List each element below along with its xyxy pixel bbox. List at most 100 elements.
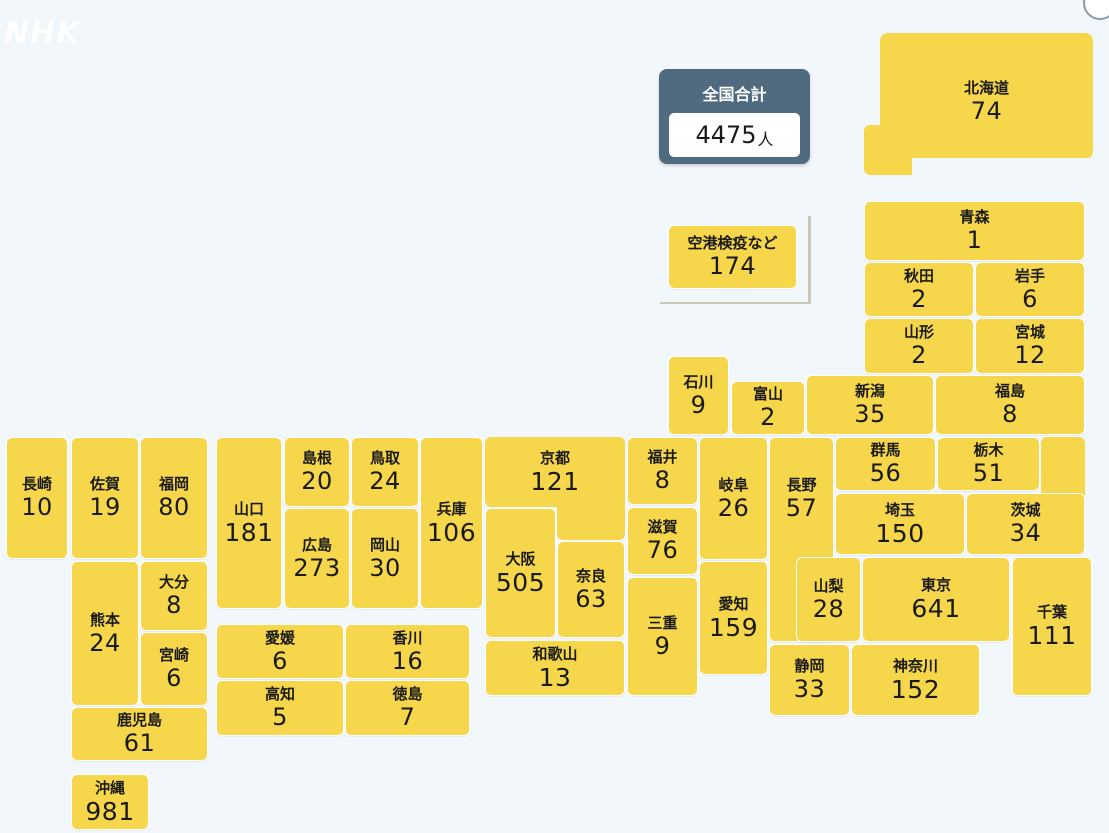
tile-tokyo[interactable]: 東京 641 (862, 557, 1010, 642)
tile-name: 大阪 (505, 549, 536, 568)
tile-name: 山梨 (813, 576, 844, 595)
tile-name: 長野 (786, 476, 817, 494)
tile-hokkaido-gap (912, 158, 1102, 188)
tile-fukuoka[interactable]: 福岡 80 (140, 437, 208, 559)
tile-name: 鳥取 (369, 449, 400, 467)
tile-name: 群馬 (870, 441, 901, 459)
tile-ishikawa[interactable]: 石川 9 (668, 356, 729, 435)
tile-saga[interactable]: 佐賀 19 (71, 437, 139, 559)
tile-name: 愛知 (718, 594, 749, 613)
tile-count: 35 (854, 400, 886, 428)
tile-count: 8 (166, 591, 182, 619)
tile-count: 74 (970, 97, 1003, 125)
national-total-label: 全国合計 (702, 85, 767, 104)
help-icon[interactable] (1083, 0, 1109, 20)
tile-name: 栃木 (973, 441, 1004, 459)
tile-chiba[interactable]: 千葉 111 (1012, 557, 1092, 696)
tile-hokkaido[interactable]: 北海道 74 (880, 33, 1093, 159)
tile-aomori[interactable]: 青森 1 (864, 201, 1085, 261)
tile-count: 7 (399, 703, 416, 731)
tile-name: 岐阜 (718, 475, 749, 494)
tile-mie[interactable]: 三重 9 (627, 577, 698, 696)
tile-okinawa[interactable]: 沖縄 981 (71, 774, 149, 830)
tile-name: 香川 (392, 628, 423, 647)
national-total-value: 4475 (695, 121, 757, 149)
tile-wakayama[interactable]: 和歌山 13 (485, 640, 625, 696)
tile-shiga[interactable]: 滋賀 76 (627, 507, 698, 575)
tile-ibaraki[interactable]: 茨城 34 (966, 493, 1085, 555)
tile-miyazaki[interactable]: 宮崎 6 (140, 632, 208, 706)
tile-count: 80 (158, 493, 190, 521)
tile-hyogo[interactable]: 兵庫 106 (420, 437, 483, 609)
tile-kyoto[interactable]: 京都 121 (485, 437, 625, 507)
tile-fukushima[interactable]: 福島 8 (935, 375, 1085, 435)
tile-nara[interactable]: 奈良 63 (557, 541, 625, 638)
tile-name: 埼玉 (884, 500, 915, 519)
tile-saitama[interactable]: 埼玉 150 (835, 493, 965, 555)
tile-shimane[interactable]: 島根 20 (284, 437, 350, 507)
tile-aichi[interactable]: 愛知 159 (699, 561, 768, 675)
tile-yamagata[interactable]: 山形 2 (864, 318, 974, 374)
tile-akita[interactable]: 秋田 2 (864, 262, 974, 317)
tile-osaka[interactable]: 大阪 505 (485, 508, 556, 638)
tile-name: 沖縄 (94, 778, 125, 797)
tile-miyagi[interactable]: 宮城 12 (975, 318, 1085, 374)
tile-count: 159 (708, 612, 759, 642)
tile-name: 空港検疫など (687, 234, 778, 252)
tile-shizuoka[interactable]: 静岡 33 (769, 644, 850, 716)
tile-name: 長崎 (21, 475, 52, 493)
tile-count: 56 (869, 459, 902, 487)
tile-name: 鹿児島 (116, 711, 162, 729)
tile-yamanashi[interactable]: 山梨 28 (796, 557, 861, 642)
tile-nagasaki[interactable]: 長崎 10 (6, 437, 68, 559)
tile-count: 24 (369, 467, 401, 495)
tile-name: 兵庫 (436, 499, 467, 518)
tile-count: 33 (793, 675, 826, 703)
tile-tokushima[interactable]: 徳島 7 (345, 680, 470, 736)
tile-niigata[interactable]: 新潟 35 (806, 375, 934, 435)
tile-okayama[interactable]: 岡山 30 (351, 508, 419, 609)
tile-name: 神奈川 (892, 656, 938, 675)
tile-name: 青森 (959, 208, 990, 226)
tile-name: 新潟 (854, 382, 885, 400)
tile-kagawa[interactable]: 香川 16 (345, 624, 470, 679)
tile-yamaguchi[interactable]: 山口 181 (216, 437, 282, 609)
tile-name: 大分 (158, 573, 189, 591)
tile-count: 26 (717, 493, 750, 522)
tile-name: 徳島 (392, 685, 423, 703)
tile-count: 10 (21, 493, 53, 521)
tile-name: 岩手 (1014, 266, 1045, 285)
tile-count: 981 (85, 796, 135, 826)
tile-kagoshima[interactable]: 鹿児島 61 (71, 707, 208, 761)
tile-gunma[interactable]: 群馬 56 (835, 437, 936, 491)
tile-kumamoto[interactable]: 熊本 24 (71, 561, 139, 706)
airport-divider (808, 216, 811, 304)
tile-fukui[interactable]: 福井 8 (627, 437, 698, 505)
tile-tottori[interactable]: 鳥取 24 (351, 437, 419, 507)
tile-count: 12 (1014, 341, 1046, 369)
tile-count: 24 (89, 628, 121, 657)
tile-toyama[interactable]: 富山 2 (731, 381, 805, 435)
tile-hiroshima[interactable]: 広島 273 (284, 508, 350, 609)
tile-airport[interactable]: 空港検疫など 174 (668, 225, 797, 289)
tile-oita[interactable]: 大分 8 (140, 561, 208, 631)
tile-kochi[interactable]: 高知 5 (216, 680, 344, 736)
tile-count: 5 (272, 703, 288, 731)
tile-count: 174 (708, 252, 757, 280)
tile-tochigi[interactable]: 栃木 51 (937, 437, 1040, 491)
tile-name: 岡山 (369, 535, 400, 554)
national-total-panel: 全国合計 4475 人 (659, 69, 810, 164)
tile-count: 34 (1009, 519, 1042, 547)
tile-count: 106 (426, 517, 477, 547)
tile-iwate[interactable]: 岩手 6 (975, 262, 1085, 317)
tile-ehime[interactable]: 愛媛 6 (216, 624, 344, 679)
tile-kanagawa[interactable]: 神奈川 152 (851, 644, 980, 716)
national-total-unit: 人 (757, 129, 774, 149)
tile-name: 秋田 (903, 266, 934, 285)
tile-gifu[interactable]: 岐阜 26 (699, 437, 768, 560)
tile-count: 6 (272, 646, 288, 675)
tile-name: 福岡 (158, 475, 189, 493)
tile-name: 熊本 (89, 610, 120, 629)
tile-count: 2 (911, 341, 927, 369)
tile-name: 福島 (994, 382, 1025, 400)
